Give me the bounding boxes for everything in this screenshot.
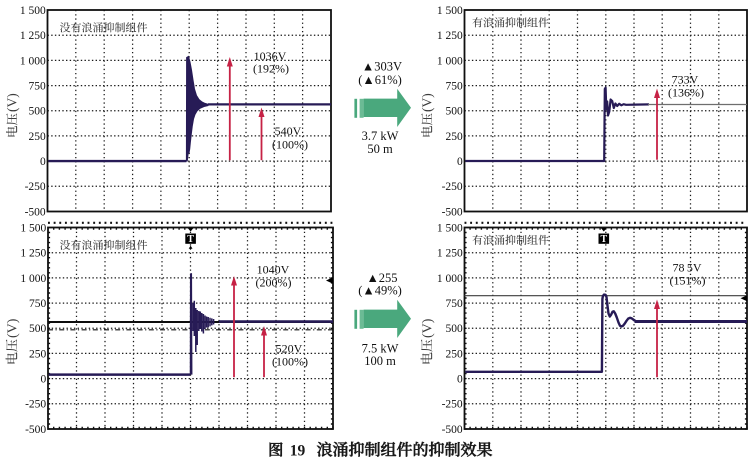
svg-text:500: 500 xyxy=(29,323,47,335)
svg-text:500: 500 xyxy=(445,323,463,335)
svg-text:(V): (V) xyxy=(6,318,21,338)
svg-text:500: 500 xyxy=(28,106,46,118)
svg-text:▲255: ▲255 xyxy=(366,271,397,285)
svg-text:(▲49%): (▲49%) xyxy=(358,284,402,298)
svg-text:1 250: 1 250 xyxy=(20,30,46,42)
svg-text:0: 0 xyxy=(40,374,46,386)
svg-text:1 500: 1 500 xyxy=(20,5,46,17)
svg-text:750: 750 xyxy=(445,81,463,93)
svg-text:(V): (V) xyxy=(421,318,436,338)
svg-text:1 500: 1 500 xyxy=(437,5,463,17)
svg-text:-500: -500 xyxy=(442,424,463,436)
svg-text:250: 250 xyxy=(445,348,463,360)
svg-text:1 000: 1 000 xyxy=(437,55,463,67)
svg-text:250: 250 xyxy=(445,131,463,143)
svg-text:(151%): (151%) xyxy=(670,274,706,288)
svg-text:750: 750 xyxy=(28,81,46,93)
svg-text:1 250: 1 250 xyxy=(20,248,46,260)
svg-text:1 250: 1 250 xyxy=(437,248,463,260)
svg-text:1 500: 1 500 xyxy=(20,222,46,234)
svg-text:7.5 kW: 7.5 kW xyxy=(362,342,399,356)
svg-text:1 000: 1 000 xyxy=(20,273,46,285)
svg-text:(V): (V) xyxy=(5,93,20,112)
svg-text:-250: -250 xyxy=(442,181,463,193)
svg-text:-500: -500 xyxy=(25,206,46,218)
svg-text:540V: 540V xyxy=(275,124,302,138)
svg-text:1 000: 1 000 xyxy=(20,55,46,67)
svg-text:0: 0 xyxy=(457,156,463,168)
svg-text:(V): (V) xyxy=(420,93,435,112)
svg-text:250: 250 xyxy=(29,348,47,360)
svg-text:3.7 kW: 3.7 kW xyxy=(362,129,399,143)
svg-text:T: T xyxy=(187,234,194,245)
svg-text:0: 0 xyxy=(457,374,463,386)
svg-text:-250: -250 xyxy=(25,181,46,193)
svg-text:T: T xyxy=(600,234,607,245)
svg-text:1 000: 1 000 xyxy=(437,273,463,285)
svg-text:1 500: 1 500 xyxy=(437,222,463,234)
svg-text:(192%): (192%) xyxy=(253,62,289,76)
svg-text:-500: -500 xyxy=(25,424,46,436)
svg-text:0: 0 xyxy=(40,156,46,168)
svg-text:500: 500 xyxy=(445,106,463,118)
svg-text:(200%): (200%) xyxy=(256,276,292,290)
svg-text:100 m: 100 m xyxy=(364,354,396,368)
svg-text:1040V: 1040V xyxy=(257,263,290,277)
svg-text:19: 19 xyxy=(290,442,306,459)
svg-text:-250: -250 xyxy=(25,399,46,411)
svg-text:(▲61%): (▲61%) xyxy=(358,73,402,87)
svg-text:1036V: 1036V xyxy=(254,49,287,63)
svg-text:78 5V: 78 5V xyxy=(672,261,701,275)
svg-text:250: 250 xyxy=(28,131,46,143)
svg-text:(100%): (100%) xyxy=(272,355,308,369)
svg-text:520V: 520V xyxy=(276,342,303,356)
svg-text:750: 750 xyxy=(445,298,463,310)
svg-text:733V: 733V xyxy=(672,73,699,87)
svg-text:50 m: 50 m xyxy=(367,142,393,156)
svg-text:-250: -250 xyxy=(442,399,463,411)
svg-text:(136%): (136%) xyxy=(668,86,704,100)
svg-text:▲303V: ▲303V xyxy=(362,60,402,74)
svg-text:-500: -500 xyxy=(442,206,463,218)
svg-text:1 250: 1 250 xyxy=(437,30,463,42)
svg-text:750: 750 xyxy=(29,298,47,310)
svg-text:(100%): (100%) xyxy=(272,138,308,152)
